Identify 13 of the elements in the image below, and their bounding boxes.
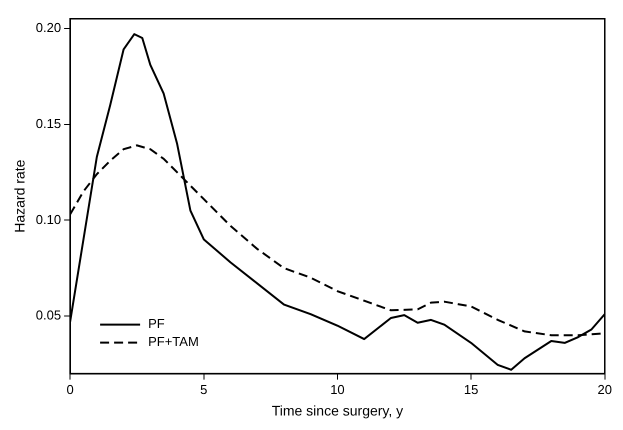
y-tick-label: 0.05	[36, 308, 62, 323]
y-tick-label: 0.10	[36, 212, 62, 227]
legend-label: PF+TAM	[148, 334, 199, 350]
x-axis-title: Time since surgery, y	[272, 402, 404, 418]
legend-label: PF	[148, 316, 165, 332]
y-tick-label: 0.20	[36, 20, 62, 35]
x-tick-label: 15	[464, 382, 478, 397]
x-tick-label: 20	[598, 382, 612, 397]
x-tick-label: 10	[330, 382, 345, 397]
x-tick-label: 0	[66, 382, 74, 397]
x-tick-label: 5	[200, 382, 208, 397]
y-axis-title: Hazard rate	[11, 159, 28, 233]
y-tick-label: 0.15	[36, 116, 62, 131]
